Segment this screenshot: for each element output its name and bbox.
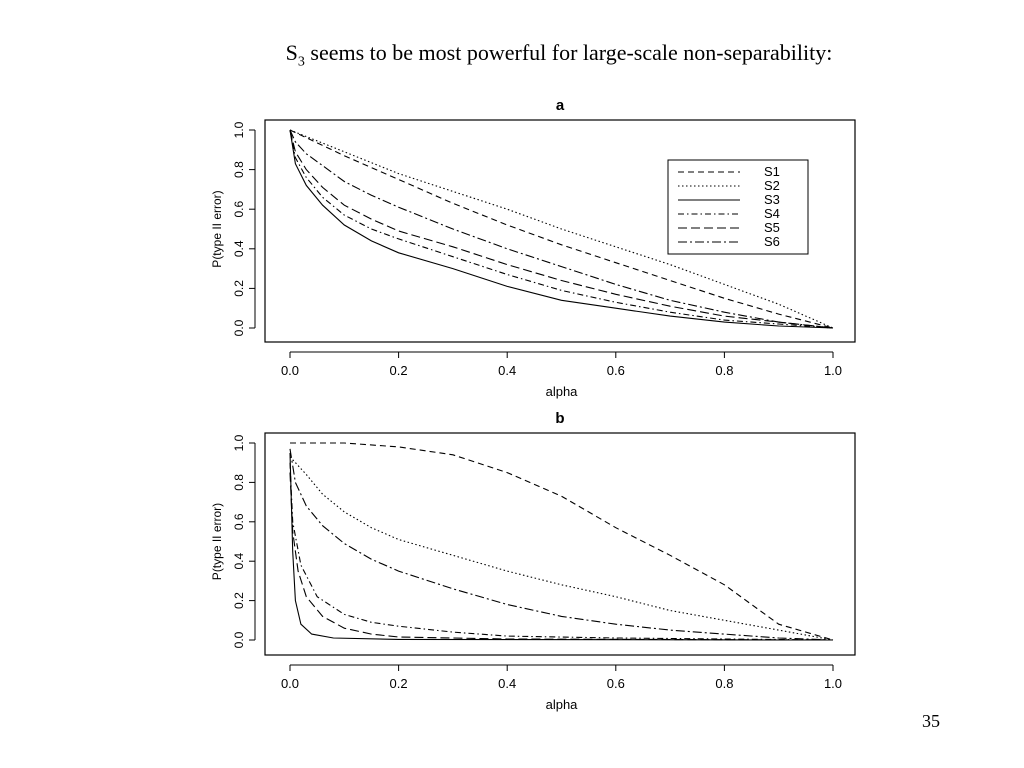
legend-box xyxy=(667,159,809,255)
y-axis-label: P(type II error) xyxy=(210,503,224,580)
legend-label-s6: S6 xyxy=(764,234,780,249)
y-tick-label: 1.0 xyxy=(232,121,246,138)
legend-label-s1: S1 xyxy=(764,164,780,179)
series-line-s6 xyxy=(289,448,834,641)
x-tick-label: 0.0 xyxy=(281,676,299,691)
legend-label-s4: S4 xyxy=(764,206,780,221)
x-tick-label: 0.0 xyxy=(281,363,299,378)
legend-label-s3: S3 xyxy=(764,192,780,207)
y-tick-label: 1.0 xyxy=(232,434,246,451)
x-tick-label: 0.8 xyxy=(715,363,733,378)
page-number: 35 xyxy=(922,711,940,731)
x-tick-label: 0.8 xyxy=(715,676,733,691)
series-line-s2 xyxy=(289,456,834,641)
x-tick-label: 0.6 xyxy=(607,676,625,691)
title-rest: seems to be most powerful for large-scal… xyxy=(304,40,833,65)
y-tick-label: 0.0 xyxy=(232,319,246,336)
series-line-s6 xyxy=(289,129,834,329)
series-line-s3 xyxy=(289,452,834,641)
y-tick-label: 0.8 xyxy=(232,474,246,491)
x-tick-label: 0.6 xyxy=(607,363,625,378)
x-tick-label: 0.2 xyxy=(390,676,408,691)
x-tick-label: 0.4 xyxy=(498,363,516,378)
title-subscript: 3 xyxy=(297,54,305,70)
series-line-s5 xyxy=(289,129,834,329)
y-tick-label: 0.2 xyxy=(232,280,246,297)
title-main: S xyxy=(285,40,298,65)
plot-frame xyxy=(264,119,856,343)
chart-title: a xyxy=(556,97,565,114)
series-line-s3 xyxy=(289,129,834,329)
x-axis-label: alpha xyxy=(546,384,579,399)
series-line-s1 xyxy=(289,129,834,329)
chart-b: b 0.0 0.2 0.4 0.6 0.8 1.0 alpha 0.0 0.2 0.4 0.6 0.8 1… xyxy=(210,410,856,712)
figure: a 0.0 0.2 0.4 0.6 0.8 1.0 alpha 0.0 0.2 0.4 0.6 0.8 1… xyxy=(210,97,856,712)
x-axis-label: alpha xyxy=(546,697,579,712)
y-tick-label: 0.6 xyxy=(232,513,246,530)
legend-label-s2: S2 xyxy=(764,178,780,193)
x-tick-label: 0.4 xyxy=(498,676,516,691)
series-line-s4 xyxy=(289,129,834,329)
y-tick-label: 0.4 xyxy=(232,553,246,570)
legend-label-s5: S5 xyxy=(764,220,780,235)
y-tick-label: 0.6 xyxy=(232,201,246,218)
series-line-s4 xyxy=(289,462,834,641)
plot-frame xyxy=(264,432,856,656)
series-line-s5 xyxy=(289,472,834,641)
chart-a: a 0.0 0.2 0.4 0.6 0.8 1.0 alpha 0.0 0.2 0.4 0.6 0.8 1… xyxy=(210,97,856,399)
y-tick-label: 0.8 xyxy=(232,161,246,178)
series-line-s2 xyxy=(289,129,834,329)
x-tick-label: 1.0 xyxy=(824,363,842,378)
chart-title: b xyxy=(555,410,564,427)
y-tick-label: 0.0 xyxy=(232,631,246,648)
x-tick-label: 0.2 xyxy=(390,363,408,378)
y-tick-label: 0.4 xyxy=(232,240,246,257)
series-line-s1 xyxy=(290,442,834,641)
y-tick-label: 0.2 xyxy=(232,592,246,609)
slide-title: S3 seems to be most powerful for large-s… xyxy=(0,40,1024,70)
x-tick-label: 1.0 xyxy=(824,676,842,691)
y-axis-label: P(type II error) xyxy=(210,190,224,267)
